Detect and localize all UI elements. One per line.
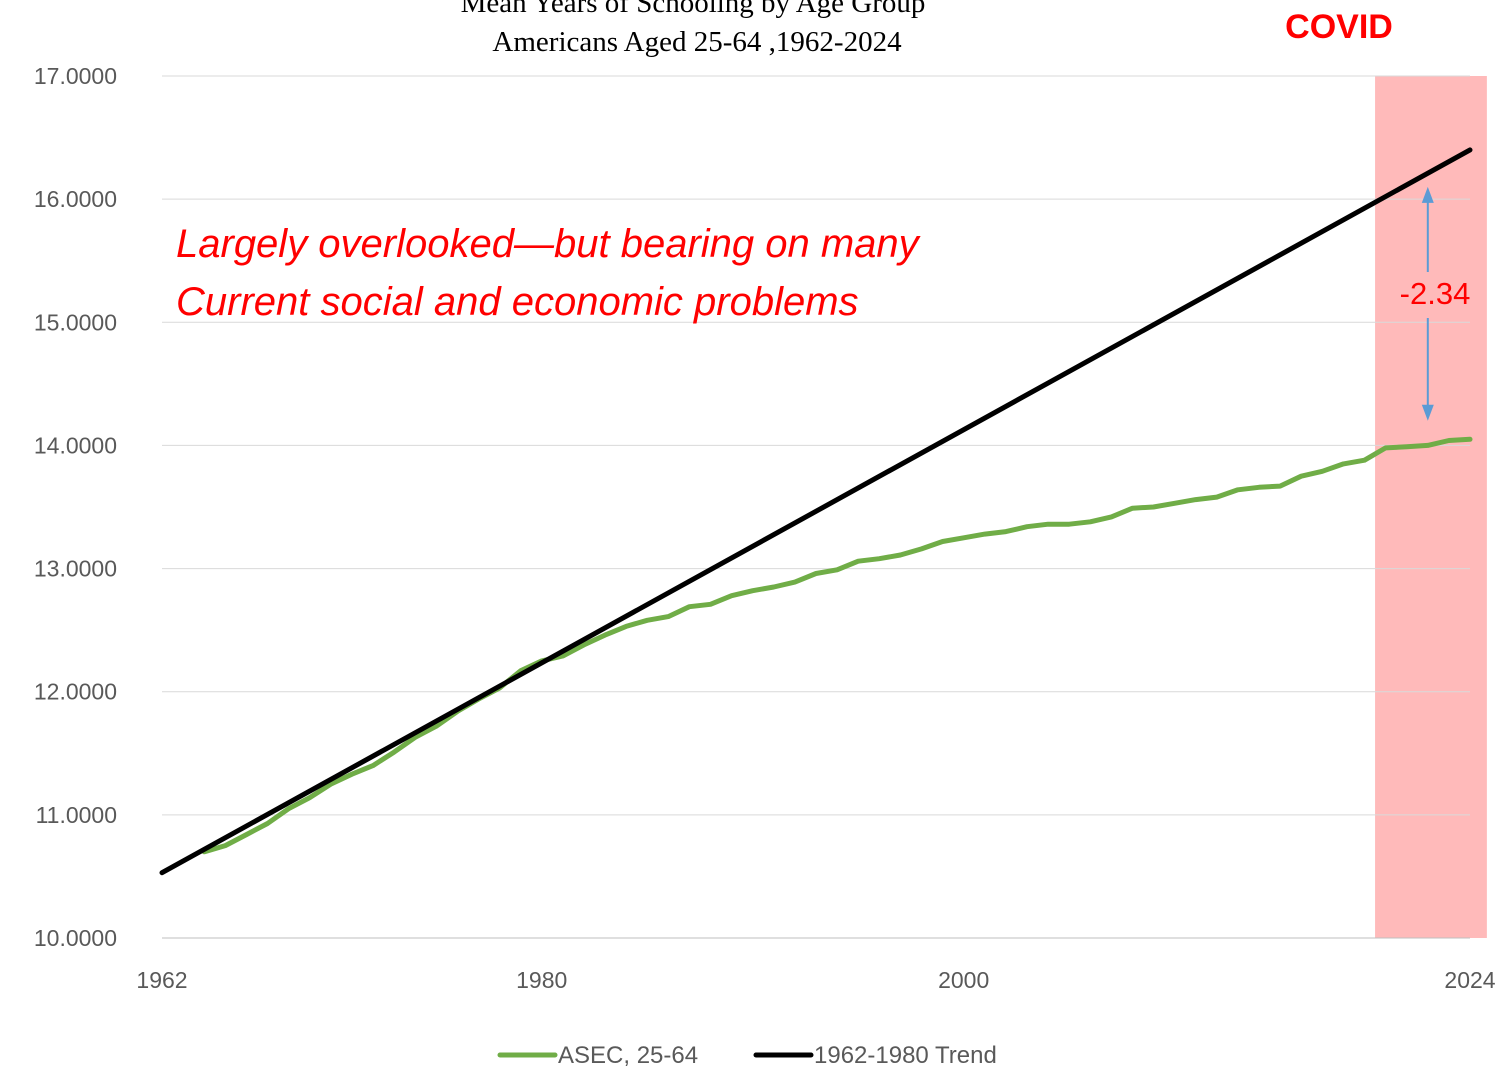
y-tick-label: 17.0000 [34, 63, 117, 89]
covid-layer [1375, 76, 1487, 938]
covid-label: COVID [1285, 8, 1393, 46]
annotation-line-2: Current social and economic problems [176, 280, 859, 324]
series-line-2 [159, 147, 1473, 876]
x-tick-label: 1980 [516, 967, 567, 993]
chart-subtitle: Americans Aged 25-64 ,1962-2024 [492, 26, 902, 58]
legend-layer: ASEC, 25-64 1962-1980 Trend [497, 1042, 997, 1069]
x-tick-label: 1962 [136, 967, 187, 993]
y-tick-label: 12.0000 [34, 679, 117, 705]
x-tick-label: 2024 [1444, 967, 1495, 993]
gap-arrowhead-up [1421, 186, 1434, 203]
covid-band [1375, 76, 1487, 938]
y-tick-label: 10.0000 [34, 925, 117, 951]
text-layer: Mean Years of Schooling by Age Group Ame… [176, 0, 1470, 324]
y-tick-label: 15.0000 [34, 309, 117, 335]
y-tick-label: 13.0000 [34, 556, 117, 582]
gap-layer [1421, 186, 1434, 421]
y-tick-label: 14.0000 [34, 432, 117, 458]
grid-layer [162, 75, 1470, 939]
annotation-line-1: Largely overlooked—but bearing on many [176, 222, 922, 266]
chart-title: Mean Years of Schooling by Age Group [461, 0, 926, 19]
gap-label: -2.34 [1400, 276, 1471, 311]
x-tick-label: 2000 [938, 967, 989, 993]
legend-label-2: 1962-1980 Trend [814, 1042, 997, 1069]
y-tick-label: 11.0000 [36, 802, 117, 828]
y-tick-label: 16.0000 [34, 186, 117, 212]
series-line-1 [201, 436, 1473, 855]
gap-arrowhead-down [1421, 404, 1434, 421]
series-layer [159, 147, 1473, 876]
axis-layer: 10.0000 11.0000 12.0000 13.0000 14.0000 15.00… [34, 63, 1496, 993]
legend-label-1: ASEC, 25-64 [558, 1042, 698, 1069]
